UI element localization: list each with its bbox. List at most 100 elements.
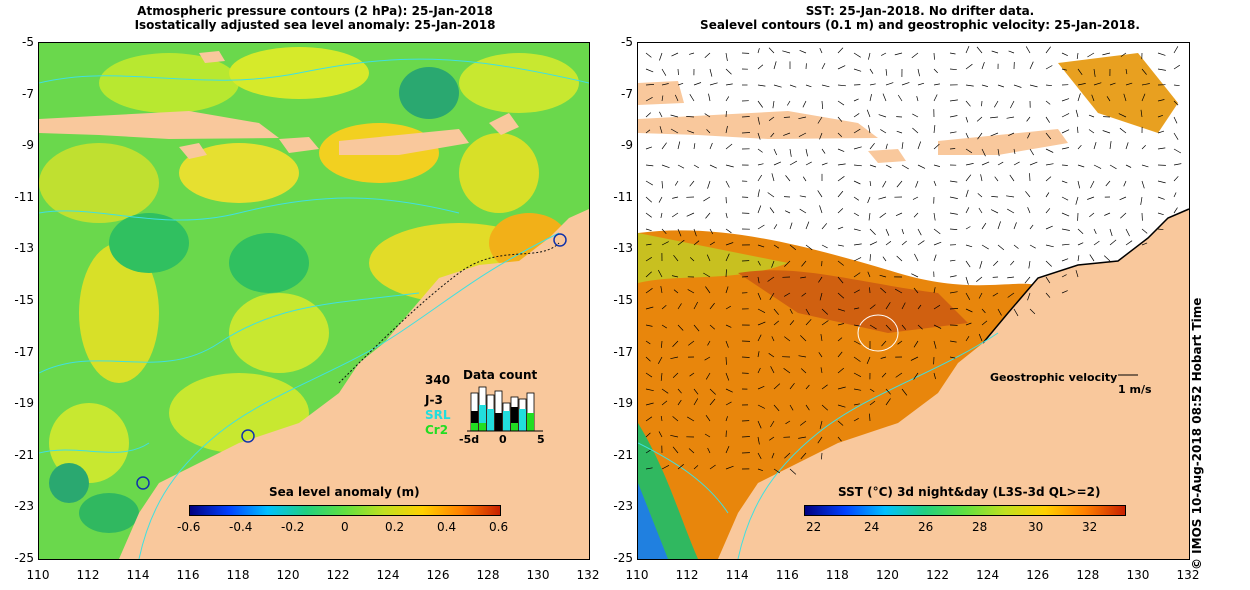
velocity-arrow <box>853 146 862 150</box>
velocity-arrow <box>782 50 791 54</box>
data-count-series-cr2: Cr2 <box>425 423 449 437</box>
velocity-arrow <box>912 127 919 134</box>
velocity-arrow <box>757 64 764 70</box>
velocity-arrow <box>990 132 999 137</box>
velocity-arrow <box>785 420 791 425</box>
velocity-arrow <box>705 372 711 380</box>
sst-map-graphic <box>638 43 1189 559</box>
velocity-arrow <box>1093 82 1102 86</box>
velocity-arrow <box>789 320 795 326</box>
velocity-arrow <box>686 212 695 217</box>
velocity-arrow <box>757 116 760 125</box>
velocity-arrow <box>689 94 695 102</box>
velocity-arrow <box>913 212 919 218</box>
velocity-arrow <box>853 113 860 118</box>
velocity-arrow <box>757 244 765 248</box>
velocity-arrow <box>1106 96 1111 102</box>
velocity-arrow <box>773 383 781 390</box>
velocity-arrow <box>789 382 795 390</box>
velocity-arrow <box>979 260 983 269</box>
velocity-arrow <box>866 109 871 118</box>
velocity-arrow <box>725 68 732 75</box>
velocity-arrow <box>773 308 779 315</box>
velocity-arrow <box>771 336 775 342</box>
velocity-arrow <box>992 292 999 297</box>
velocity-arrow <box>981 84 988 87</box>
velocity-arrow <box>725 83 733 86</box>
data-count-max: 340 <box>425 373 451 387</box>
velocity-arrow <box>805 221 810 230</box>
velocity-arrow <box>784 210 791 214</box>
velocity-arrow <box>677 68 679 76</box>
velocity-arrow <box>933 143 940 150</box>
velocity-arrow <box>1091 94 1095 102</box>
velocity-arrow <box>672 446 679 454</box>
velocity-arrow <box>976 116 983 122</box>
velocity-arrow <box>869 324 877 330</box>
velocity-arrow <box>645 112 652 118</box>
velocity-arrow <box>659 52 663 61</box>
velocity-arrow <box>991 196 999 198</box>
velocity-arrow <box>910 356 919 361</box>
velocity-arrow <box>1028 260 1031 269</box>
velocity-arrow <box>817 436 823 444</box>
velocity-arrow <box>673 289 679 294</box>
velocity-arrow <box>821 244 828 249</box>
velocity-arrow <box>911 52 919 59</box>
velocity-arrow <box>693 465 699 470</box>
velocity-arrow <box>933 340 937 349</box>
velocity-arrow <box>704 52 711 58</box>
velocity-arrow <box>837 420 844 426</box>
x-tick-label: 116 <box>775 568 799 582</box>
velocity-arrow <box>671 52 679 57</box>
velocity-arrow <box>912 113 919 118</box>
velocity-arrow <box>868 125 871 134</box>
velocity-arrow <box>1077 242 1084 246</box>
velocity-arrow <box>645 68 654 73</box>
velocity-arrow <box>933 68 938 74</box>
velocity-arrow <box>798 116 807 120</box>
velocity-arrow <box>965 116 969 123</box>
velocity-arrow <box>897 94 903 102</box>
velocity-arrow <box>949 52 956 55</box>
velocity-arrow <box>882 180 887 188</box>
velocity-arrow <box>709 82 718 86</box>
velocity-arrow <box>1008 50 1015 54</box>
velocity-arrow <box>917 228 922 236</box>
velocity-arrow <box>879 274 887 278</box>
velocity-arrow <box>661 324 667 329</box>
velocity-arrow <box>821 100 824 110</box>
velocity-arrow <box>661 388 669 394</box>
velocity-arrow <box>1088 114 1095 118</box>
velocity-arrow <box>773 84 782 88</box>
velocity-arrow <box>949 291 958 294</box>
velocity-arrow <box>821 308 829 315</box>
velocity-arrow <box>688 448 695 454</box>
velocity-arrow <box>1013 161 1020 166</box>
velocity-arrow <box>821 320 829 326</box>
velocity-arrow <box>757 385 765 390</box>
velocity-arrow <box>773 224 778 230</box>
velocity-arrow <box>705 212 711 219</box>
velocity-arrow <box>645 432 651 438</box>
velocity-arrow <box>933 372 936 380</box>
velocity-arrow <box>1075 270 1079 278</box>
x-tick-label: 128 <box>1076 568 1100 582</box>
velocity-arrow <box>837 208 844 214</box>
y-tick-label: -11 <box>613 189 633 204</box>
velocity-arrow <box>677 464 684 470</box>
velocity-arrow <box>867 196 871 204</box>
velocity-arrow <box>1061 228 1070 231</box>
velocity-arrow <box>725 110 727 118</box>
velocity-arrow <box>645 356 651 362</box>
velocity-arrow <box>660 212 663 218</box>
velocity-arrow <box>821 404 829 411</box>
velocity-arrow <box>949 340 957 343</box>
velocity-arrow <box>965 189 969 198</box>
velocity-arrow <box>853 228 861 232</box>
velocity-arrow <box>1157 114 1164 118</box>
velocity-arrow <box>1093 228 1097 234</box>
velocity-arrow <box>798 355 807 358</box>
velocity-arrow <box>645 372 653 378</box>
velocity-arrow <box>837 323 845 326</box>
